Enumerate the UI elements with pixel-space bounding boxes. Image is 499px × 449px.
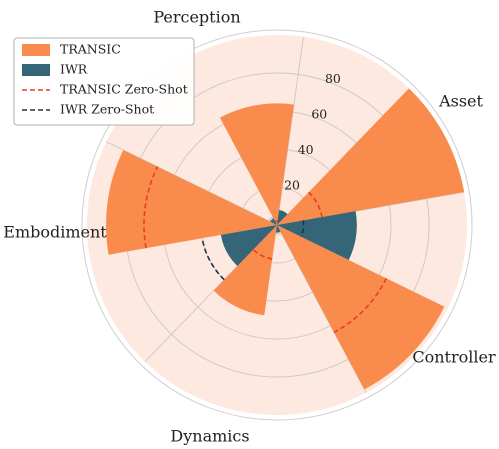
iwr-bars [220, 209, 357, 267]
zero-shot-transic-controller [252, 249, 273, 260]
zero-shot-iwr-controller [201, 238, 225, 281]
zero-shot-arcs [143, 166, 388, 334]
legend-swatch [22, 64, 50, 76]
legend-swatch [22, 44, 50, 56]
bar-transic-dynamics [106, 150, 278, 255]
bar-iwr-asset [275, 225, 281, 233]
bar-iwr-controller [220, 225, 277, 267]
category-label-asset: Asset [438, 92, 483, 111]
zero-shot-transic-dynamics [143, 166, 159, 249]
bar-transic-embodiment [219, 103, 294, 225]
zero-shot-iwr-perception [300, 220, 305, 238]
category-label-embodiment: Embodiment [3, 223, 107, 242]
bar-transic-controller [213, 225, 277, 316]
category-label-controller: Controller [412, 348, 496, 367]
legend-label: TRANSIC Zero-Shot [60, 82, 188, 97]
legend-label: TRANSIC [60, 42, 121, 57]
tick-label: 60 [311, 106, 327, 121]
bar-transic-asset [277, 225, 445, 390]
bar-iwr-embodiment [277, 209, 288, 225]
bar-iwr-dynamics [270, 218, 277, 225]
tick-label: 20 [284, 177, 300, 192]
bar-transic-perception [277, 88, 465, 225]
legend-box [13, 37, 195, 126]
category-label-dynamics: Dynamics [170, 427, 249, 446]
tick-label: 40 [298, 142, 314, 157]
legend-label: IWR [60, 62, 88, 77]
legend: TRANSIC IWR TRANSIC Zero-Shot IWR Zero-Shot [13, 37, 195, 126]
radial-tick-labels: 20 40 60 80 [284, 71, 341, 192]
bar-iwr-perception [277, 211, 357, 260]
legend-label: IWR Zero-Shot [60, 102, 154, 117]
zero-shot-transic-perception [308, 191, 323, 218]
category-labels: Perception Asset Controller Dynamics Embodim… [3, 8, 496, 446]
tick-label: 80 [325, 71, 341, 86]
transic-bars [106, 88, 465, 390]
category-label-perception: Perception [153, 8, 240, 27]
